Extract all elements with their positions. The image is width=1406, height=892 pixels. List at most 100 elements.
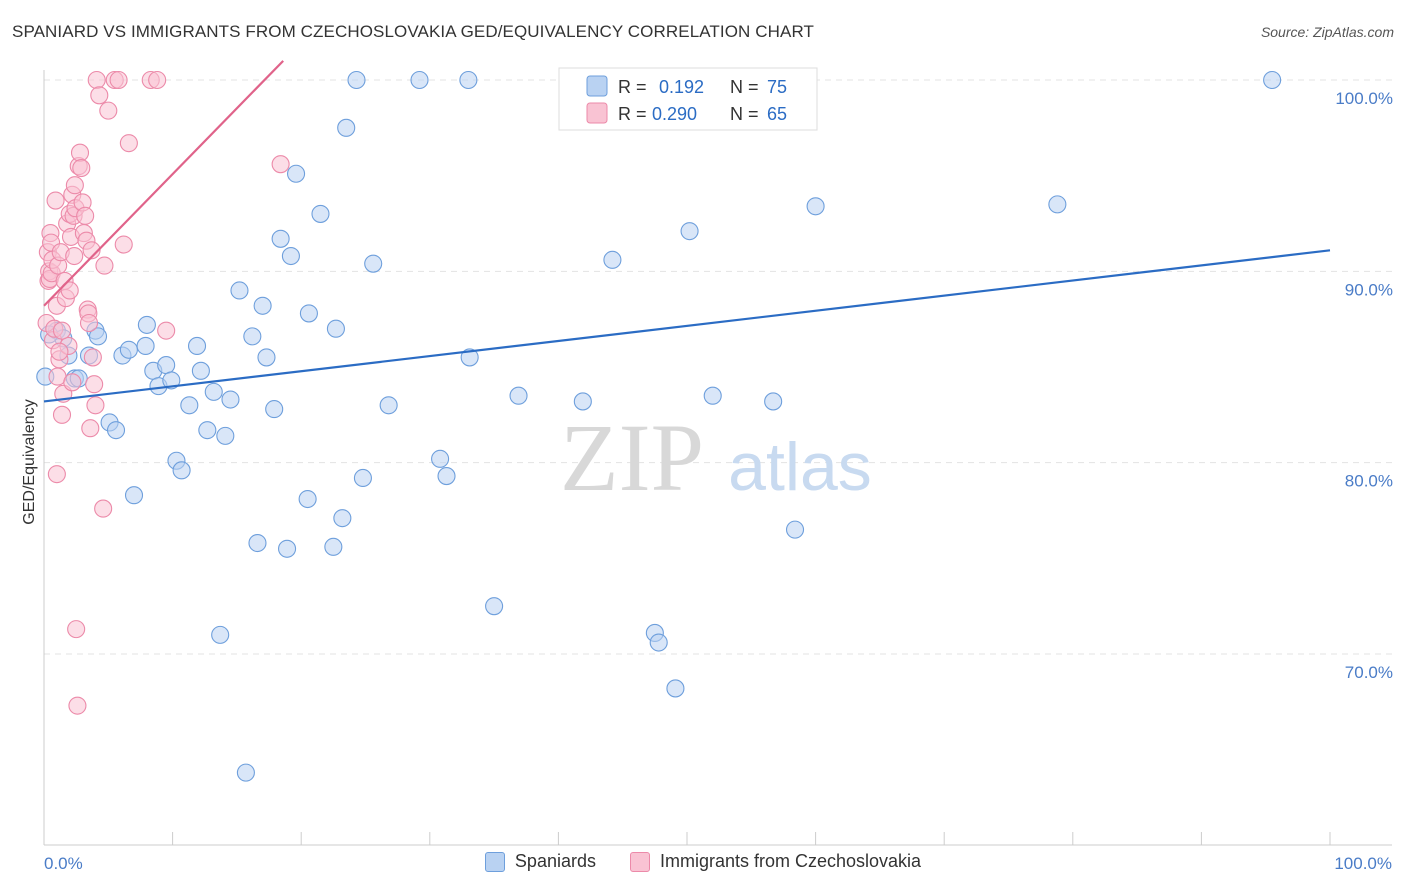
chart-title: SPANIARD VS IMMIGRANTS FROM CZECHOSLOVAK… (12, 22, 815, 41)
point-spaniards (666, 679, 685, 698)
legend-label-spaniards: Spaniards (514, 851, 596, 871)
trend-lines (43, 60, 1331, 403)
point-spaniards (278, 539, 297, 558)
legend-swatch-czech (586, 102, 608, 124)
y-tick-label: 100.0% (1335, 89, 1393, 108)
point-spaniards (333, 509, 352, 528)
point-czech (63, 373, 82, 392)
point-spaniards (485, 597, 504, 616)
legend-n-label-1: N = (730, 77, 759, 97)
legend-swatch-czech-bottom (629, 851, 650, 872)
point-spaniards (431, 449, 450, 468)
point-czech (90, 86, 109, 105)
point-spaniards (106, 421, 126, 440)
legend-r-value-1: 0.192 (659, 77, 704, 97)
point-spaniards (216, 426, 235, 445)
point-czech (65, 176, 84, 195)
point-czech (72, 158, 91, 178)
point-spaniards (136, 336, 155, 356)
point-spaniards (221, 390, 240, 409)
grid (44, 79, 1392, 655)
series-czech-points (37, 70, 290, 715)
x-axis-label-end: 100.0% (1334, 854, 1392, 873)
point-czech (70, 143, 90, 162)
point-spaniards (649, 633, 668, 652)
point-spaniards (806, 197, 825, 216)
point-spaniards (162, 371, 181, 390)
legend-item-spaniards[interactable]: Spaniards (484, 851, 596, 872)
point-spaniards (347, 70, 366, 90)
point-spaniards (271, 229, 290, 248)
point-czech (94, 499, 113, 518)
point-spaniards (410, 70, 429, 90)
point-spaniards (364, 254, 383, 273)
point-czech (85, 375, 104, 394)
point-spaniards (157, 356, 176, 375)
point-spaniards (172, 461, 191, 480)
point-spaniards (298, 489, 317, 509)
point-spaniards (248, 533, 267, 553)
point-czech (52, 321, 72, 340)
legend-r-value-2: 0.290 (652, 104, 697, 124)
point-spaniards (460, 348, 479, 367)
point-spaniards (680, 222, 699, 241)
point-czech (46, 191, 65, 210)
legend-n-value-2: 65 (767, 104, 787, 124)
point-spaniards (509, 386, 528, 405)
point-czech (50, 342, 69, 361)
point-spaniards (459, 70, 478, 90)
point-spaniards (253, 296, 272, 315)
point-spaniards (281, 246, 300, 266)
point-czech (81, 419, 100, 438)
point-spaniards (337, 118, 356, 137)
point-spaniards (1048, 195, 1067, 214)
point-spaniards (603, 250, 622, 269)
point-czech (76, 206, 95, 225)
x-axis-label-start: 0.0% (44, 854, 83, 873)
watermark: ZIP atlas (560, 404, 872, 511)
point-spaniards (287, 164, 306, 183)
point-spaniards (573, 392, 592, 411)
point-czech (157, 321, 176, 340)
legend-r-label-2: R = (618, 104, 647, 124)
point-spaniards (88, 327, 108, 346)
point-spaniards (119, 340, 138, 359)
point-czech (109, 70, 128, 90)
axes (43, 70, 1392, 846)
point-spaniards (137, 315, 156, 334)
point-czech (67, 620, 86, 639)
point-spaniards (198, 421, 217, 440)
point-czech (95, 256, 114, 275)
point-spaniards (324, 537, 343, 556)
point-czech (99, 101, 118, 120)
point-spaniards (211, 625, 230, 644)
point-spaniards (243, 327, 262, 346)
source-label: Source: ZipAtlas.com (1260, 24, 1394, 40)
point-czech (82, 241, 101, 260)
point-spaniards (257, 348, 276, 367)
point-spaniards (379, 396, 398, 415)
point-spaniards (204, 382, 223, 401)
point-czech (79, 313, 99, 333)
legend-n-label-2: N = (730, 104, 759, 124)
y-tick-label: 70.0% (1345, 663, 1393, 682)
point-spaniards (124, 486, 144, 505)
point-czech (83, 348, 102, 367)
point-czech (52, 405, 72, 424)
point-czech (119, 134, 138, 153)
point-czech (114, 235, 133, 254)
point-spaniards (236, 763, 255, 782)
point-spaniards (437, 467, 456, 486)
legend-r-label-1: R = (618, 77, 647, 97)
watermark-atlas: atlas (728, 429, 872, 505)
point-spaniards (265, 400, 284, 419)
point-spaniards (311, 204, 330, 223)
point-czech (65, 246, 84, 266)
legend-item-czech[interactable]: Immigrants from Czechoslovakia (629, 851, 921, 872)
trend-line-czech (43, 60, 284, 307)
point-spaniards (764, 392, 783, 411)
y-tick-label: 90.0% (1345, 280, 1393, 299)
point-spaniards (703, 386, 722, 405)
legend-n-value-1: 75 (767, 77, 787, 97)
